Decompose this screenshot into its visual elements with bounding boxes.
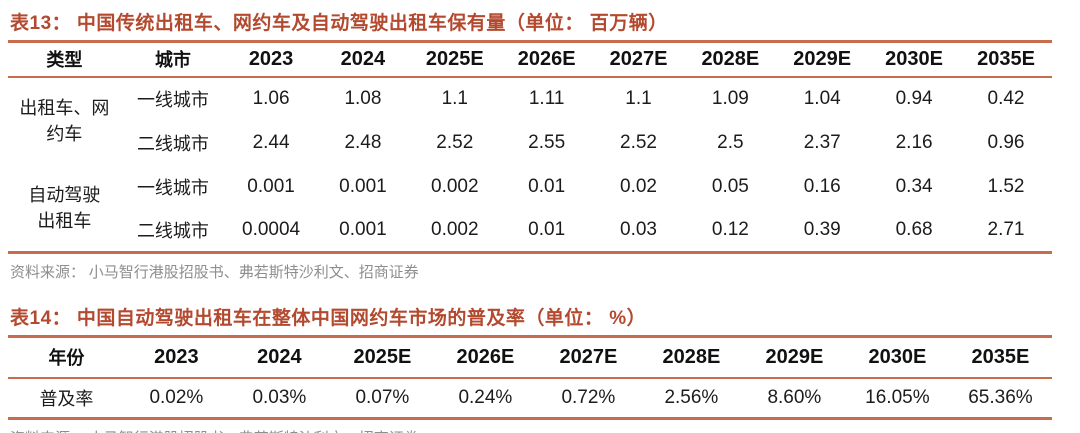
- cell-value: 2.5: [717, 131, 744, 153]
- cell-value: 1.08: [344, 88, 382, 109]
- cell-value: 0.01: [528, 175, 566, 197]
- cell-value: 1.52: [987, 175, 1025, 197]
- cell-value: 2.16: [895, 131, 933, 153]
- cell-value: 0.07%: [355, 386, 410, 408]
- col-header-city: 城市: [120, 41, 226, 78]
- table14-section: 表14： 中国自动驾驶出租车在整体中国网约车市场的普及率（单位： %） 年份 2…: [8, 301, 1052, 433]
- col-header-year: 年份: [8, 336, 125, 379]
- cell-value: 0.03%: [252, 386, 307, 408]
- cell-value: 0.68: [895, 218, 933, 240]
- col-header-2029e: 2029E: [776, 41, 869, 78]
- cell-value: 65.36%: [968, 386, 1033, 408]
- col-header-2035e: 2035E: [948, 336, 1052, 379]
- cell-value: 2.48: [344, 131, 382, 153]
- table13-header-row: 类型 城市 2023 2024 2025E 2026E 2027E 2028E …: [8, 41, 1052, 78]
- col-header-2023: 2023: [225, 41, 317, 78]
- table-row: 出租车、网 约车 一线城市 1.06 1.08 1.1 1.11 1.1 1.0…: [8, 77, 1052, 144]
- col-header-2025e: 2025E: [408, 41, 501, 78]
- cell-value: 0.05: [711, 175, 749, 197]
- cell-city: 一线城市: [136, 90, 209, 110]
- cell-value: 0.94: [895, 88, 933, 109]
- table-row: 普及率 0.02% 0.03% 0.07% 0.24% 0.72% 2.56% …: [8, 378, 1052, 419]
- table13-section: 表13： 中国传统出租车、网约车及自动驾驶出租车保有量（单位： 百万辆） 类型 …: [8, 6, 1052, 290]
- cell-row-label: 普及率: [39, 388, 94, 409]
- cell-value: 2.71: [987, 218, 1025, 240]
- table-row: 二线城市 0.0004 0.001 0.002 0.01 0.03 0.12 0…: [8, 209, 1052, 253]
- cell-value: 1.09: [711, 88, 749, 109]
- cell-city: 一线城市: [136, 177, 209, 198]
- cell-value: 8.60%: [767, 386, 822, 408]
- table-row: 二线城市 2.44 2.48 2.52 2.55 2.52 2.5 2.37 2…: [8, 121, 1052, 165]
- cell-value: 2.44: [252, 131, 290, 153]
- cell-value: 1.1: [625, 88, 652, 109]
- cell-value: 0.001: [247, 175, 295, 197]
- col-header-2023: 2023: [124, 336, 228, 379]
- table14: 年份 2023 2024 2025E 2026E 2027E 2028E 202…: [8, 335, 1052, 420]
- cell-value: 0.72%: [561, 386, 616, 408]
- cell-value: 2.55: [528, 131, 566, 153]
- col-header-type: 类型: [8, 41, 121, 78]
- cell-value: 0.01: [528, 218, 566, 240]
- cell-value: 16.05%: [865, 386, 930, 408]
- cell-value: 2.52: [620, 131, 657, 153]
- cell-value: 0.001: [339, 175, 387, 197]
- col-header-2028e: 2028E: [684, 41, 777, 78]
- col-header-2024: 2024: [227, 336, 331, 379]
- col-header-2030e: 2030E: [868, 41, 961, 78]
- cell-value: 2.52: [436, 131, 474, 153]
- col-header-2030e: 2030E: [845, 336, 949, 379]
- cell-value: 0.16: [803, 175, 841, 197]
- cell-value: 0.24%: [458, 386, 513, 408]
- table13-title: 表13： 中国传统出租车、网约车及自动驾驶出租车保有量（单位： 百万辆）: [10, 13, 668, 34]
- table13-source: 资料来源： 小马智行港股招股书、弗若斯特沙利文、招商证券: [10, 265, 419, 281]
- col-header-2027e: 2027E: [592, 41, 685, 78]
- cell-value: 0.002: [431, 218, 479, 240]
- cell-value: 0.02: [620, 175, 657, 197]
- cell-value: 0.0004: [242, 218, 301, 240]
- col-header-2024: 2024: [317, 41, 409, 78]
- cell-type: 自动驾驶 出租车: [28, 184, 101, 231]
- cell-value: 0.02%: [149, 386, 204, 408]
- cell-value: 1.06: [252, 88, 290, 109]
- col-header-2035e: 2035E: [960, 41, 1052, 78]
- cell-value: 2.56%: [664, 386, 719, 408]
- cell-city: 二线城市: [136, 220, 209, 241]
- col-header-2029e: 2029E: [742, 336, 846, 379]
- cell-value: 1.11: [528, 88, 565, 109]
- col-header-2026e: 2026E: [500, 41, 593, 78]
- table13: 类型 城市 2023 2024 2025E 2026E 2027E 2028E …: [8, 40, 1052, 254]
- cell-city: 二线城市: [136, 133, 209, 154]
- table14-header-row: 年份 2023 2024 2025E 2026E 2027E 2028E 202…: [8, 336, 1052, 379]
- cell-value: 0.12: [711, 218, 749, 240]
- cell-value: 0.03: [620, 218, 657, 240]
- cell-value: 0.002: [431, 175, 479, 197]
- col-header-2026e: 2026E: [433, 336, 537, 379]
- table-row: 自动驾驶 出租车 一线城市 0.001 0.001 0.002 0.01 0.0…: [8, 165, 1052, 231]
- cell-value: 1.1: [441, 88, 468, 109]
- cell-value: 0.001: [339, 218, 387, 240]
- cell-value: 0.34: [895, 175, 933, 197]
- col-header-2027e: 2027E: [536, 336, 640, 379]
- cell-value: 0.42: [987, 88, 1025, 109]
- col-header-2025e: 2025E: [330, 336, 434, 379]
- cell-value: 1.04: [803, 88, 841, 109]
- cell-value: 2.37: [803, 131, 841, 153]
- table14-title: 表14： 中国自动驾驶出租车在整体中国网约车市场的普及率（单位： %）: [10, 308, 647, 329]
- cell-type: 出租车、网 约车: [19, 97, 110, 144]
- cell-value: 0.39: [803, 218, 841, 240]
- cell-value: 0.96: [987, 131, 1025, 153]
- table14-source: 资料来源： 小马智行港股招股书、弗若斯特沙利文、招商证券: [8, 420, 1052, 433]
- col-header-2028e: 2028E: [639, 336, 743, 379]
